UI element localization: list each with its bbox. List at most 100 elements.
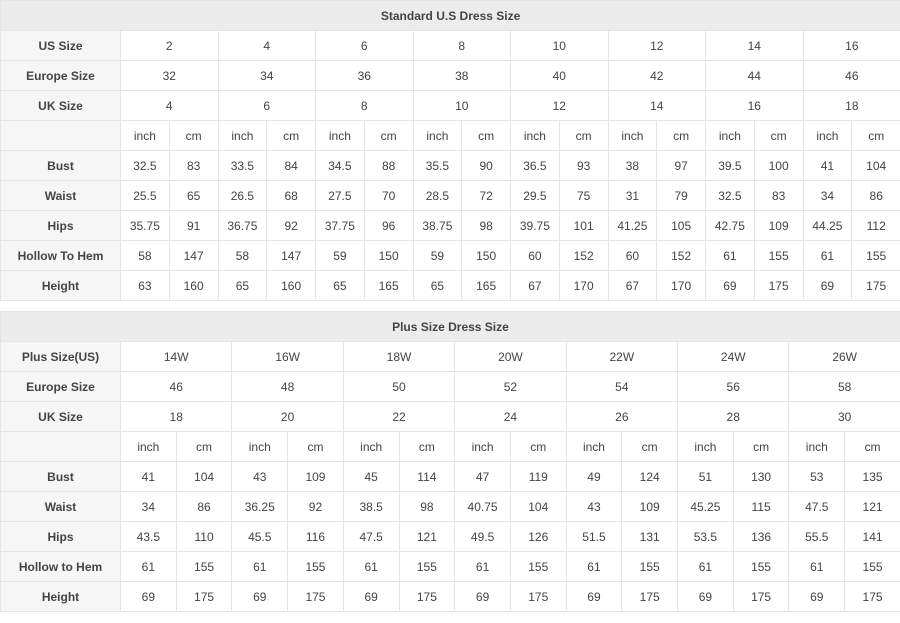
data-cell: 175: [852, 271, 900, 301]
header-cell: 44: [706, 61, 804, 91]
header-cell: 36: [316, 61, 414, 91]
data-cell: 121: [845, 492, 900, 522]
header-cell: 20W: [455, 342, 566, 372]
data-cell: 150: [364, 241, 413, 271]
data-cell: 60: [511, 241, 560, 271]
data-cell: 155: [852, 241, 900, 271]
header-cell: 42: [608, 61, 706, 91]
data-cell: 58: [121, 241, 170, 271]
unit-cell: cm: [364, 121, 413, 151]
data-cell: 61: [706, 241, 755, 271]
data-cell: 60: [608, 241, 657, 271]
unit-cell: inch: [218, 121, 267, 151]
data-cell: 68: [267, 181, 316, 211]
data-cell: 61: [678, 552, 734, 582]
data-cell: 88: [364, 151, 413, 181]
header-cell: 34: [218, 61, 316, 91]
data-cell: 27.5: [316, 181, 365, 211]
data-cell: 38.75: [413, 211, 462, 241]
header-cell: 4: [218, 31, 316, 61]
unit-cell: inch: [566, 432, 622, 462]
row-label: US Size: [1, 31, 121, 61]
unit-cell: cm: [267, 121, 316, 151]
header-cell: 2: [121, 31, 219, 61]
data-cell: 31: [608, 181, 657, 211]
row-label: Height: [1, 271, 121, 301]
header-cell: 26: [566, 402, 677, 432]
data-cell: 45.5: [232, 522, 288, 552]
data-cell: 110: [176, 522, 232, 552]
data-cell: 61: [803, 241, 852, 271]
row-label: Europe Size: [1, 372, 121, 402]
table-title: Plus Size Dress Size: [1, 312, 900, 342]
data-cell: 175: [176, 582, 232, 612]
header-cell: 26W: [789, 342, 900, 372]
unit-cell: inch: [413, 121, 462, 151]
data-cell: 93: [559, 151, 608, 181]
data-cell: 49.5: [455, 522, 511, 552]
header-cell: 54: [566, 372, 677, 402]
data-cell: 104: [176, 462, 232, 492]
data-cell: 155: [399, 552, 455, 582]
unit-cell: cm: [657, 121, 706, 151]
data-cell: 101: [559, 211, 608, 241]
data-cell: 130: [733, 462, 789, 492]
data-cell: 170: [559, 271, 608, 301]
data-cell: 41: [803, 151, 852, 181]
header-cell: 18: [121, 402, 232, 432]
data-cell: 26.5: [218, 181, 267, 211]
data-cell: 175: [845, 582, 900, 612]
header-cell: 16: [706, 91, 804, 121]
data-cell: 69: [121, 582, 177, 612]
data-cell: 39.75: [511, 211, 560, 241]
data-cell: 59: [316, 241, 365, 271]
data-cell: 69: [455, 582, 511, 612]
unit-cell: cm: [169, 121, 218, 151]
data-cell: 119: [510, 462, 566, 492]
data-cell: 61: [566, 552, 622, 582]
data-cell: 152: [657, 241, 706, 271]
data-cell: 69: [232, 582, 288, 612]
data-cell: 65: [413, 271, 462, 301]
data-cell: 160: [267, 271, 316, 301]
unit-cell: inch: [316, 121, 365, 151]
header-cell: 58: [789, 372, 900, 402]
data-cell: 61: [343, 552, 399, 582]
data-cell: 69: [803, 271, 852, 301]
header-cell: 24: [455, 402, 566, 432]
data-cell: 90: [462, 151, 511, 181]
data-cell: 98: [462, 211, 511, 241]
header-cell: 22W: [566, 342, 677, 372]
row-label: Waist: [1, 492, 121, 522]
data-cell: 65: [169, 181, 218, 211]
data-cell: 43: [566, 492, 622, 522]
data-cell: 29.5: [511, 181, 560, 211]
data-cell: 131: [622, 522, 678, 552]
header-cell: 46: [121, 372, 232, 402]
header-cell: 8: [413, 31, 511, 61]
header-cell: 14W: [121, 342, 232, 372]
row-label: Height: [1, 582, 121, 612]
header-cell: 10: [511, 31, 609, 61]
data-cell: 61: [232, 552, 288, 582]
header-cell: 12: [511, 91, 609, 121]
unit-cell: cm: [845, 432, 900, 462]
data-cell: 105: [657, 211, 706, 241]
data-cell: 43: [232, 462, 288, 492]
header-cell: 6: [316, 31, 414, 61]
data-cell: 37.75: [316, 211, 365, 241]
data-cell: 69: [789, 582, 845, 612]
header-cell: 4: [121, 91, 219, 121]
data-cell: 65: [218, 271, 267, 301]
data-cell: 39.5: [706, 151, 755, 181]
table-gap: [0, 301, 900, 311]
header-cell: 16W: [232, 342, 343, 372]
data-cell: 100: [754, 151, 803, 181]
data-cell: 70: [364, 181, 413, 211]
header-cell: 14: [608, 91, 706, 121]
data-cell: 175: [510, 582, 566, 612]
unit-cell: cm: [559, 121, 608, 151]
unit-cell: cm: [462, 121, 511, 151]
data-cell: 41: [121, 462, 177, 492]
data-cell: 175: [754, 271, 803, 301]
